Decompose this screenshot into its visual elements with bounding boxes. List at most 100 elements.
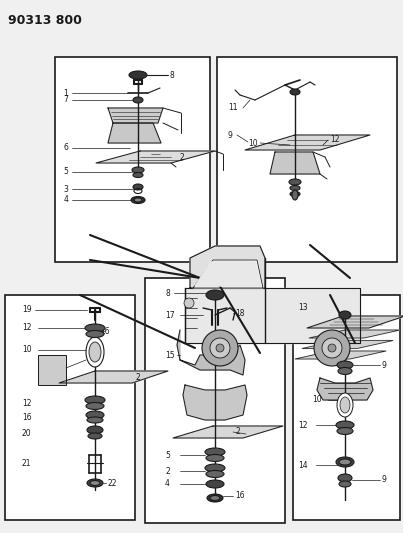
Ellipse shape <box>339 311 351 319</box>
Ellipse shape <box>133 97 143 103</box>
Text: 8: 8 <box>165 288 170 297</box>
Ellipse shape <box>202 330 238 366</box>
Text: 11: 11 <box>228 103 237 112</box>
Text: 7: 7 <box>63 95 68 104</box>
Ellipse shape <box>338 367 352 375</box>
Ellipse shape <box>131 197 145 204</box>
Text: 14: 14 <box>298 461 307 470</box>
Ellipse shape <box>336 457 354 467</box>
Text: 17: 17 <box>165 311 174 319</box>
Ellipse shape <box>206 290 224 300</box>
Ellipse shape <box>290 191 300 197</box>
Text: 10: 10 <box>22 345 31 354</box>
Ellipse shape <box>206 471 224 478</box>
Ellipse shape <box>210 338 230 358</box>
Polygon shape <box>317 378 373 400</box>
Bar <box>55 57 210 262</box>
Ellipse shape <box>87 426 103 434</box>
Ellipse shape <box>132 167 144 173</box>
Polygon shape <box>96 151 215 163</box>
Polygon shape <box>295 351 386 359</box>
Ellipse shape <box>314 330 350 366</box>
Polygon shape <box>190 246 265 288</box>
Polygon shape <box>307 316 403 328</box>
Polygon shape <box>270 152 320 174</box>
Ellipse shape <box>86 330 104 337</box>
Ellipse shape <box>337 361 353 369</box>
Text: 6: 6 <box>63 143 68 152</box>
Ellipse shape <box>88 433 102 439</box>
Ellipse shape <box>134 198 142 202</box>
Polygon shape <box>177 330 245 375</box>
Text: 12: 12 <box>330 135 339 144</box>
Text: 19: 19 <box>22 305 31 314</box>
Ellipse shape <box>205 448 225 456</box>
Ellipse shape <box>328 344 336 352</box>
Ellipse shape <box>290 185 300 190</box>
Bar <box>38 355 66 385</box>
Polygon shape <box>245 135 370 150</box>
Text: 1: 1 <box>63 88 68 98</box>
Ellipse shape <box>133 184 143 190</box>
Text: 8: 8 <box>170 70 175 79</box>
Polygon shape <box>108 123 161 143</box>
Bar <box>217 57 397 262</box>
Polygon shape <box>302 341 393 349</box>
Text: 5: 5 <box>165 450 170 459</box>
Ellipse shape <box>339 459 351 465</box>
Text: 13: 13 <box>298 303 307 312</box>
Text: 9: 9 <box>382 475 387 484</box>
Polygon shape <box>183 385 247 420</box>
Ellipse shape <box>205 464 225 472</box>
Text: 12: 12 <box>298 421 307 430</box>
Ellipse shape <box>86 402 104 409</box>
Text: 2: 2 <box>165 466 170 475</box>
Ellipse shape <box>322 338 342 358</box>
Ellipse shape <box>339 481 351 487</box>
Text: 4: 4 <box>63 196 68 205</box>
Text: 21: 21 <box>22 458 31 467</box>
Text: 16: 16 <box>100 327 110 335</box>
Text: 2: 2 <box>235 427 240 437</box>
Ellipse shape <box>89 342 101 362</box>
Ellipse shape <box>216 344 224 352</box>
Ellipse shape <box>133 173 143 177</box>
Text: 15: 15 <box>165 351 174 359</box>
Ellipse shape <box>129 71 147 79</box>
Text: 90313 800: 90313 800 <box>8 14 82 27</box>
Text: 10: 10 <box>248 139 258 148</box>
Ellipse shape <box>210 496 220 500</box>
Text: 18: 18 <box>235 309 245 318</box>
Text: 16: 16 <box>235 491 245 500</box>
Ellipse shape <box>340 397 350 413</box>
Text: 4: 4 <box>165 480 170 489</box>
Bar <box>293 295 400 520</box>
Ellipse shape <box>87 417 103 423</box>
Text: 12: 12 <box>22 399 31 408</box>
Polygon shape <box>173 426 283 438</box>
Text: 2: 2 <box>179 152 184 161</box>
Text: 10: 10 <box>312 395 322 405</box>
Ellipse shape <box>292 190 298 200</box>
Ellipse shape <box>289 179 301 185</box>
Ellipse shape <box>86 337 104 367</box>
Ellipse shape <box>87 479 103 487</box>
Ellipse shape <box>206 455 224 462</box>
Text: 20: 20 <box>22 429 31 438</box>
Text: 2: 2 <box>136 373 141 382</box>
Ellipse shape <box>290 89 300 95</box>
Text: 12: 12 <box>22 324 31 333</box>
Ellipse shape <box>338 474 352 482</box>
Ellipse shape <box>85 324 105 332</box>
Ellipse shape <box>206 480 224 488</box>
Ellipse shape <box>90 481 100 486</box>
Ellipse shape <box>207 494 223 502</box>
Text: 9: 9 <box>228 131 233 140</box>
Polygon shape <box>309 330 400 338</box>
Polygon shape <box>108 108 163 123</box>
Text: 22: 22 <box>108 479 118 488</box>
Text: 3: 3 <box>63 184 68 193</box>
Text: 9: 9 <box>382 360 387 369</box>
Ellipse shape <box>336 421 354 429</box>
Bar <box>5 295 135 520</box>
